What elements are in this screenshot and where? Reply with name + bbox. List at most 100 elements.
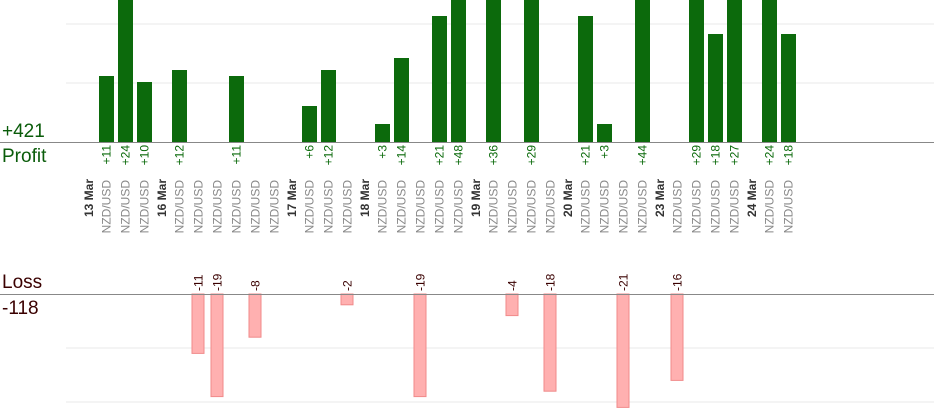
pair-label: NZD/USD [525,180,539,234]
pair-label: NZD/USD [192,180,206,234]
pair-label: NZD/USD [452,180,466,234]
profit-bar [781,34,796,142]
loss-bar [413,293,427,398]
loss-value-label: -16 [671,273,685,291]
profit-bar [229,76,244,142]
profit-value-label: +12 [173,145,187,166]
profit-value-label: +21 [579,145,593,166]
profit-value-label: +3 [376,145,390,159]
profit-value-label: +27 [728,145,742,166]
pair-label: NZD/USD [617,180,631,234]
profit-bar [118,0,133,142]
profit-value-label: +11 [100,145,114,165]
profit-value-label: +24 [763,145,777,166]
loss-bar [543,293,557,392]
profit-label: Profit [2,146,47,167]
profit-total: +421 [2,121,45,142]
profit-bar [762,0,777,142]
loss-value-label: -19 [414,273,428,291]
profit-value-label: +12 [322,145,336,166]
loss-value-label: -21 [617,273,631,291]
pair-label: NZD/USD [414,180,428,234]
profit-bar [727,0,742,142]
loss-bar [248,293,262,338]
pair-label: NZD/USD [506,180,520,234]
pair-label: NZD/USD [487,180,501,234]
profit-bar [302,106,317,142]
profit-bar [635,0,650,142]
pair-label: NZD/USD [100,180,114,234]
profit-bar [394,58,409,142]
pair-label: NZD/USD [690,180,704,234]
pair-label: NZD/USD [544,180,558,234]
loss-bar [616,293,630,408]
pair-label: NZD/USD [636,180,650,234]
loss-value-label: -8 [249,280,263,291]
pair-label: NZD/USD [579,180,593,234]
profit-value-label: +36 [487,145,501,166]
profit-value-label: +14 [395,145,409,166]
profit-value-label: +18 [782,145,796,166]
date-label: 24 Mar [745,179,759,217]
pair-label: NZD/USD [322,180,336,234]
pair-label: NZD/USD [709,180,723,234]
loss-value-label: -4 [506,280,520,291]
profit-bar [321,70,336,142]
loss-value-label: -11 [192,274,206,291]
profit-bar [451,0,466,142]
loss-bar [505,293,519,317]
pair-label: NZD/USD [138,180,152,234]
profit-value-label: +29 [690,145,704,166]
profit-value-label: +18 [709,145,723,166]
profit-bar [708,34,723,142]
pair-label: NZD/USD [211,180,225,234]
pair-label: NZD/USD [376,180,390,234]
profit-bar [137,82,152,142]
profit-value-label: +11 [230,145,244,165]
date-label: 18 Mar [358,179,372,217]
profit-bar [486,0,501,142]
loss-total: -118 [2,298,39,319]
profit-bar [172,70,187,142]
profit-bar [375,124,390,142]
pair-label: NZD/USD [782,180,796,234]
pair-label: NZD/USD [303,180,317,234]
profit-bar [597,124,612,142]
profit-bar [524,0,539,142]
pair-label: NZD/USD [763,180,777,234]
pair-label: NZD/USD [268,180,282,234]
date-label: 23 Mar [653,179,667,217]
pair-label: NZD/USD [249,180,263,234]
profit-value-label: +48 [452,145,466,166]
pair-label: NZD/USD [598,180,612,234]
loss-bar [191,293,205,354]
profit-value-label: +24 [119,145,133,166]
profit-value-label: +10 [138,145,152,166]
loss-bar [340,293,354,306]
profit-value-label: +6 [303,145,317,159]
pair-label: NZD/USD [230,180,244,234]
date-label: 16 Mar [155,179,169,217]
date-label: 17 Mar [285,179,299,217]
date-label: 19 Mar [469,179,483,217]
loss-value-label: -19 [211,273,225,291]
loss-bar [210,293,224,398]
pair-label: NZD/USD [341,180,355,234]
pair-label: NZD/USD [173,180,187,234]
date-label: 13 Mar [82,179,96,217]
pair-label: NZD/USD [119,180,133,234]
profit-value-label: +21 [433,145,447,166]
date-label: 20 Mar [561,179,575,217]
loss-bar [670,293,684,381]
profit-bar [432,16,447,142]
profit-value-label: +3 [598,145,612,159]
profit-value-label: +44 [636,145,650,166]
loss-label: Loss [2,272,43,293]
profit-bar [689,0,704,142]
profit-bar [99,76,114,142]
profit-bar [578,16,593,142]
loss-value-label: -2 [341,280,355,291]
pair-label: NZD/USD [671,180,685,234]
loss-value-label: -18 [544,273,558,291]
